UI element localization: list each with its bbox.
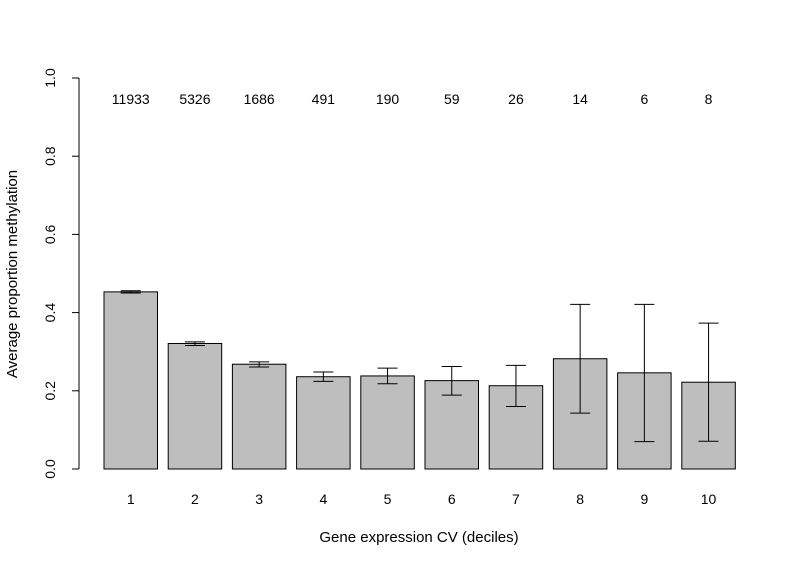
y-tick-label: 0.2 xyxy=(42,381,58,401)
count-label: 6 xyxy=(640,91,648,107)
y-tick-label: 0.8 xyxy=(42,146,58,166)
x-tick-label: 2 xyxy=(191,491,199,507)
x-tick-label: 9 xyxy=(640,491,648,507)
count-labels: 11933 5326 1686 491 190 59 26 14 6 8 xyxy=(112,91,713,107)
bar xyxy=(231,363,287,470)
count-label: 14 xyxy=(572,91,588,107)
count-label: 8 xyxy=(705,91,713,107)
y-tick-label: 1.0 xyxy=(42,68,58,88)
bar xyxy=(360,375,415,470)
x-tick-label: 5 xyxy=(384,491,392,507)
x-axis-label: Gene expression CV (deciles) xyxy=(319,529,518,546)
count-label: 26 xyxy=(508,91,524,107)
y-axis-label: Average proportion methylation xyxy=(4,170,21,378)
error-bars xyxy=(120,290,719,443)
count-label: 5326 xyxy=(179,91,210,107)
count-label: 491 xyxy=(312,91,336,107)
bar xyxy=(296,376,351,470)
y-tick-label: 0.4 xyxy=(42,303,58,323)
bars xyxy=(103,291,736,470)
x-tick-label: 7 xyxy=(512,491,520,507)
x-tick-label: 3 xyxy=(255,491,263,507)
y-tick-label: 0.6 xyxy=(42,224,58,244)
count-label: 11933 xyxy=(112,91,150,107)
x-tick-label: 1 xyxy=(127,491,135,507)
x-tick-label: 8 xyxy=(576,491,584,507)
count-label: 190 xyxy=(376,91,400,107)
y-tick-label: 0.0 xyxy=(42,459,58,479)
count-label: 1686 xyxy=(244,91,275,107)
count-label: 59 xyxy=(444,91,460,107)
x-tick-label: 6 xyxy=(448,491,456,507)
bar xyxy=(167,342,223,470)
x-tick-label: 4 xyxy=(319,491,327,507)
bar xyxy=(103,291,158,470)
x-tick-labels: 1 2 3 4 5 6 7 8 9 10 xyxy=(127,491,717,507)
y-axis: 0.0 0.2 0.4 0.6 0.8 1.0 xyxy=(42,68,80,479)
x-tick-label: 10 xyxy=(701,491,717,507)
